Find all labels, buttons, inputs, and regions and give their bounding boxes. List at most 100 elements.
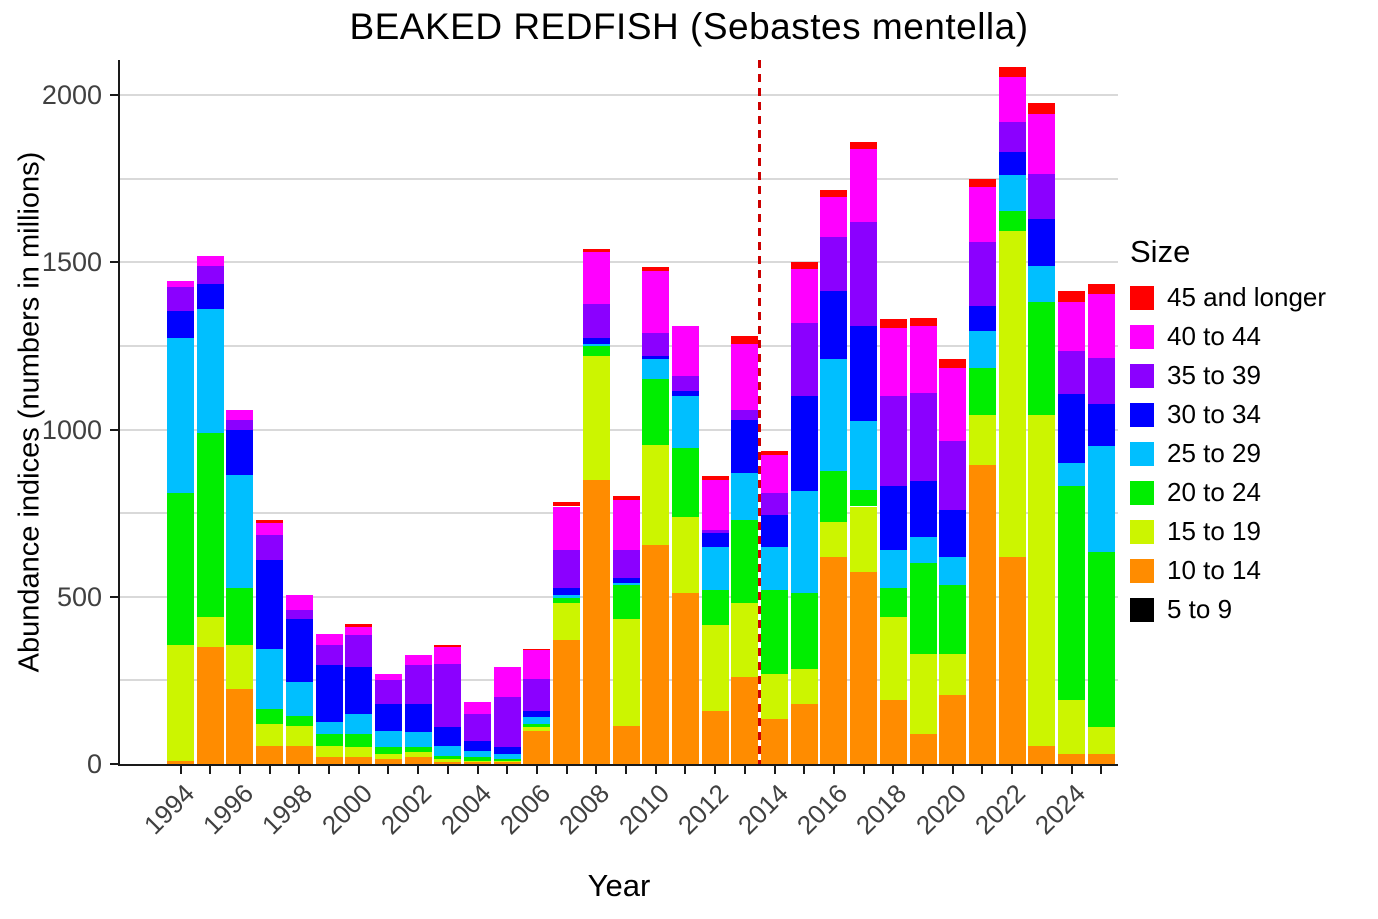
x-tick-label: 1994 <box>137 778 200 841</box>
bar-segment-25-to-29 <box>404 732 432 748</box>
bar-segment-45-and-longer <box>345 623 373 627</box>
bar-segment-40-to-44 <box>642 270 670 333</box>
bar-segment-40-to-44 <box>731 344 759 410</box>
bar-segment-30-to-34 <box>671 391 699 397</box>
y-tick-label: 1500 <box>41 247 102 278</box>
x-tick <box>476 766 479 774</box>
bar-segment-10-to-14 <box>167 760 194 764</box>
legend-label: 15 to 19 <box>1167 516 1261 546</box>
bar-segment-10-to-14 <box>404 757 432 764</box>
bar-segment-25-to-29 <box>315 722 343 734</box>
bar-segment-15-to-19 <box>1028 414 1056 746</box>
bar-segment-10-to-14 <box>256 745 284 764</box>
bar-segment-10-to-14 <box>285 745 313 764</box>
bar-segment-40-to-44 <box>671 325 699 377</box>
legend-swatch <box>1130 402 1154 427</box>
x-tick <box>387 766 390 774</box>
bar-segment-10-to-14 <box>196 646 224 764</box>
bar-segment-30-to-34 <box>553 588 581 596</box>
bar-segment-25-to-29 <box>612 583 640 586</box>
x-tick-label: 1998 <box>256 778 319 841</box>
bar-segment-20-to-24 <box>345 733 373 748</box>
x-tick-label: 2020 <box>909 778 972 841</box>
bar-segment-15-to-19 <box>345 747 373 758</box>
x-tick <box>1011 766 1014 774</box>
legend-swatch <box>1130 519 1154 544</box>
bar-segment-30-to-34 <box>196 284 224 310</box>
bar-segment-25-to-29 <box>790 491 818 594</box>
bar-segment-35-to-39 <box>434 663 462 728</box>
bar-segment-35-to-39 <box>493 697 521 748</box>
bar-segment-25-to-29 <box>493 753 521 759</box>
y-tick-label: 1000 <box>41 414 102 445</box>
bar-segment-15-to-19 <box>909 653 937 734</box>
bar-segment-45-and-longer <box>1087 284 1115 295</box>
bar-segment-20-to-24 <box>939 585 967 654</box>
bar-segment-30-to-34 <box>256 560 284 649</box>
bar-segment-45-and-longer <box>582 248 610 253</box>
bar-segment-45-and-longer <box>968 178 996 188</box>
bar-segment-15-to-19 <box>642 444 670 545</box>
gridline <box>120 261 1118 264</box>
chart-title: BEAKED REDFISH (Sebastes mentella) <box>349 6 1029 47</box>
bar-segment-30-to-34 <box>820 290 848 360</box>
bar-segment-40-to-44 <box>1058 302 1085 351</box>
bar-segment-30-to-34 <box>701 533 729 547</box>
bar-segment-40-to-44 <box>434 646 462 664</box>
bar-segment-20-to-24 <box>256 708 284 724</box>
bar-segment-35-to-39 <box>939 441 967 510</box>
y-tick <box>110 763 118 765</box>
bar-segment-25-to-29 <box>256 648 284 709</box>
bar-segment-35-to-39 <box>701 529 729 534</box>
bar-segment-35-to-39 <box>820 237 848 291</box>
bar-segment-20-to-24 <box>582 345 610 356</box>
x-tick <box>506 766 509 774</box>
x-tick <box>417 766 420 774</box>
bar-segment-20-to-24 <box>1087 551 1115 728</box>
bar-segment-20-to-24 <box>642 379 670 445</box>
bar-segment-15-to-19 <box>523 727 551 731</box>
legend-item: 40 to 44 <box>1130 321 1326 352</box>
bar-segment-25-to-29 <box>820 359 848 472</box>
bar-segment-25-to-29 <box>939 556 967 586</box>
bar-segment-20-to-24 <box>612 585 640 619</box>
bar-segment-40-to-44 <box>374 673 402 681</box>
bar-segment-10-to-14 <box>968 464 996 764</box>
bar-segment-20-to-24 <box>493 758 521 761</box>
bar-segment-35-to-39 <box>285 610 313 619</box>
legend-label: 45 and longer <box>1167 282 1327 312</box>
bar-segment-25-to-29 <box>1087 446 1115 552</box>
bar-segment-10-to-14 <box>879 700 907 764</box>
bar-segment-25-to-29 <box>553 595 581 599</box>
y-tick <box>110 261 118 264</box>
bar-segment-25-to-29 <box>761 546 788 591</box>
bar-segment-30-to-34 <box>523 710 551 718</box>
bar-segment-40-to-44 <box>285 595 313 611</box>
bar-segment-20-to-24 <box>1028 302 1056 415</box>
legend-label: 30 to 34 <box>1167 399 1261 429</box>
bar-segment-35-to-39 <box>879 396 907 487</box>
bar-segment-30-to-34 <box>582 337 610 345</box>
bar-segment-35-to-39 <box>1058 350 1085 395</box>
legend-title: Size <box>1130 234 1191 269</box>
bar-segment-15-to-19 <box>226 645 254 689</box>
bar-segment-25-to-29 <box>1058 463 1085 487</box>
bar-segment-25-to-29 <box>701 546 729 591</box>
bar-segment-35-to-39 <box>256 534 284 560</box>
bar-segment-30-to-34 <box>434 727 462 746</box>
legend-swatch <box>1130 285 1154 310</box>
x-tick <box>803 766 806 774</box>
bar-segment-15-to-19 <box>939 653 967 696</box>
x-tick-label: 2022 <box>969 778 1032 841</box>
bar-segment-35-to-39 <box>761 493 788 515</box>
bar-segment-30-to-34 <box>761 514 788 547</box>
bar-segment-25-to-29 <box>167 337 194 494</box>
bar-segment-10-to-14 <box>790 703 818 764</box>
bar-segment-25-to-29 <box>434 745 462 756</box>
bar-segment-45-and-longer <box>1058 290 1085 303</box>
legend-item: 10 to 14 <box>1130 555 1326 586</box>
bar-segment-40-to-44 <box>315 633 343 646</box>
gridline <box>120 428 1118 431</box>
x-tick-label: 2024 <box>1028 778 1091 841</box>
bar-segment-15-to-19 <box>612 618 640 726</box>
